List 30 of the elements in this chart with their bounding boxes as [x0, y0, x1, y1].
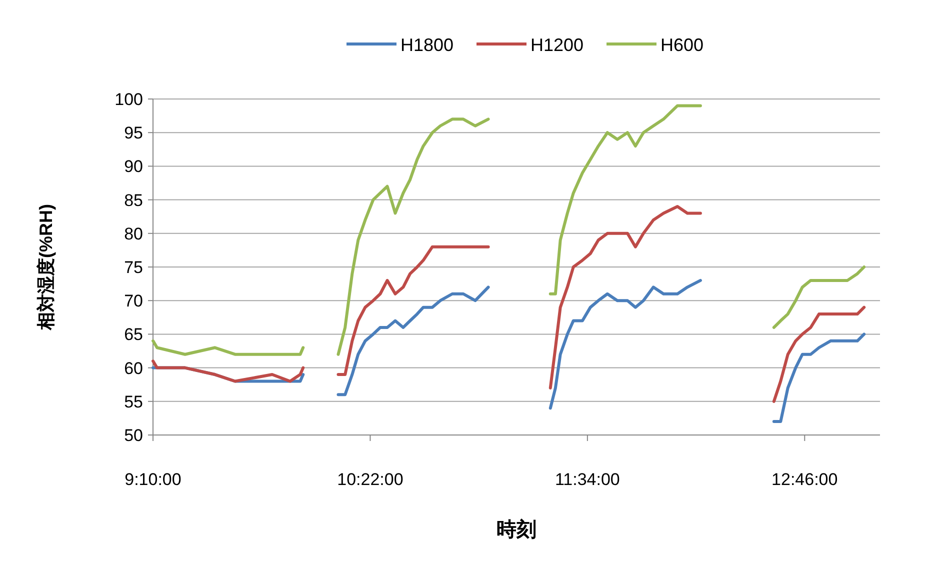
- line-series: [336, 286, 490, 396]
- y-tick-label: 85: [124, 190, 143, 210]
- line-series: [548, 104, 702, 296]
- y-tick-label: 60: [124, 358, 143, 378]
- x-axis-title: 時刻: [496, 518, 536, 541]
- line-series: [152, 360, 305, 383]
- x-tick-label: 11:34:00: [554, 470, 620, 489]
- y-tick-label: 75: [124, 258, 143, 277]
- legend-label: H1200: [530, 35, 584, 55]
- y-tick-label: 65: [124, 325, 143, 344]
- legend-label: H1800: [400, 35, 454, 55]
- x-tick-label: 12:46:00: [772, 470, 838, 489]
- y-tick-label: 70: [124, 292, 143, 311]
- y-tick-label: 100: [114, 90, 143, 109]
- y-tick-label: 80: [124, 224, 143, 244]
- line-series: [772, 266, 866, 329]
- line-series: [772, 332, 866, 424]
- line-series: [772, 306, 866, 403]
- y-axis-title: 相対湿度(%RH): [36, 204, 56, 331]
- x-tick-label: 9:10:00: [124, 470, 182, 489]
- line-series: [336, 118, 490, 356]
- line-series: [548, 278, 702, 410]
- legend-label: H600: [660, 35, 704, 55]
- x-tick-label: 10:22:00: [337, 470, 404, 489]
- y-tick-label: 90: [124, 157, 143, 176]
- y-tick-label: 50: [124, 426, 143, 445]
- y-tick-label: 95: [124, 124, 143, 143]
- y-tick-label: 55: [124, 392, 143, 412]
- line-series: [548, 205, 702, 390]
- line-series: [336, 245, 490, 376]
